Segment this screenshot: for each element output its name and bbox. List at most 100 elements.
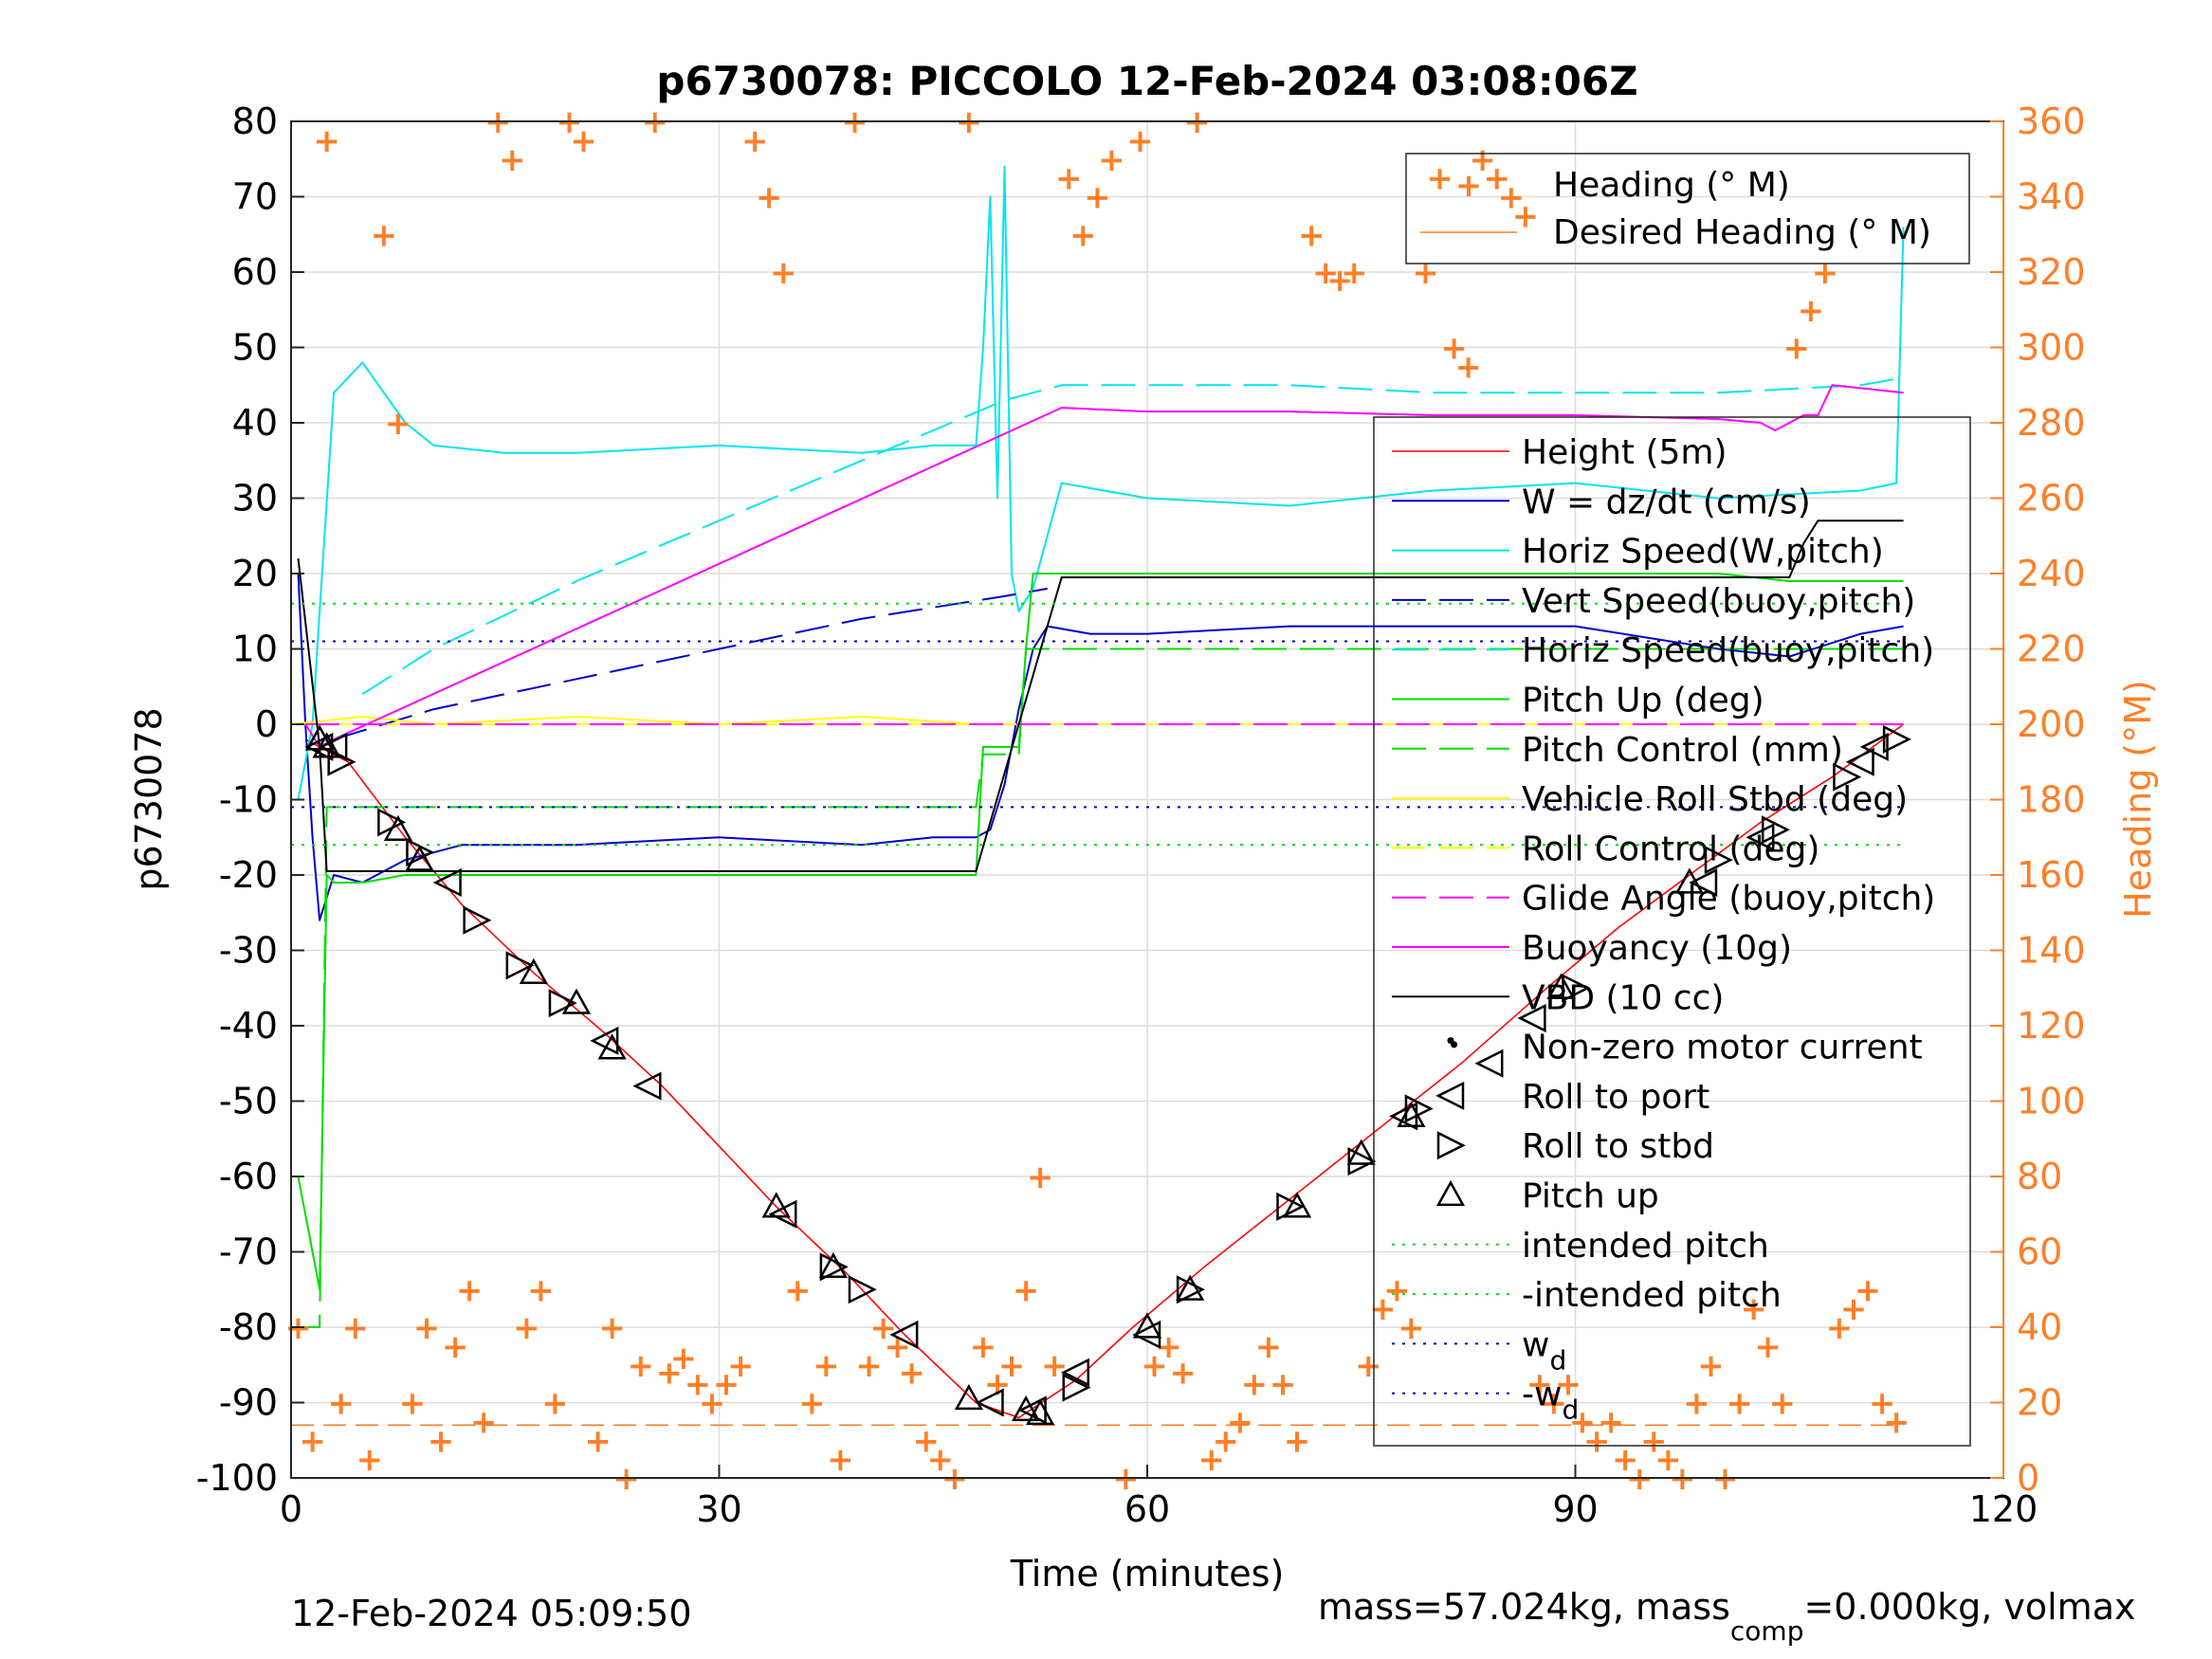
roll-port-marker bbox=[1689, 867, 1718, 897]
y-tick-label: -20 bbox=[219, 854, 278, 896]
heading-point: + bbox=[1398, 1309, 1425, 1347]
series-pitch-up-deg bbox=[297, 573, 1904, 1291]
y-tick-label: -100 bbox=[196, 1457, 278, 1499]
legend-label-main: w bbox=[1522, 1325, 1549, 1364]
heading-point: + bbox=[1812, 254, 1839, 292]
heading-point: + bbox=[1241, 1366, 1269, 1404]
heading-point: + bbox=[1697, 1347, 1725, 1385]
heading-point: + bbox=[998, 1347, 1026, 1385]
heading-point: + bbox=[1541, 1385, 1568, 1423]
roll-stbd-marker bbox=[1882, 724, 1911, 754]
y2-tick-label: 240 bbox=[2017, 553, 2086, 594]
heading-point: + bbox=[670, 1340, 698, 1377]
heading-point: + bbox=[442, 1328, 469, 1366]
y-tick-label: 50 bbox=[232, 327, 278, 369]
pitch-up-marker bbox=[312, 732, 341, 758]
roll-stbd-marker bbox=[1276, 1192, 1306, 1221]
legend-marker bbox=[1435, 1179, 1466, 1207]
y2-tick-label: 320 bbox=[2017, 251, 2086, 293]
legend-box bbox=[1405, 153, 1970, 264]
legend-marker bbox=[1436, 1131, 1466, 1160]
series-horiz-speed-w-pitch bbox=[297, 165, 1905, 800]
heading-point: + bbox=[1512, 197, 1540, 235]
pitch-up-marker bbox=[1397, 1101, 1426, 1128]
roll-stbd-marker bbox=[1704, 846, 1733, 875]
heading-point: + bbox=[1768, 1385, 1796, 1423]
heading-point: + bbox=[1312, 254, 1340, 292]
pitch-up-marker bbox=[561, 988, 592, 1014]
heading-point: + bbox=[1612, 1441, 1639, 1479]
x-tick-label: 60 bbox=[1124, 1488, 1170, 1530]
heading-point: + bbox=[1197, 1441, 1225, 1479]
legend-label-roll-to-stbd: Roll to stbd bbox=[1522, 1127, 1714, 1166]
heading-point: + bbox=[898, 1355, 925, 1393]
legend-heading-marker: + bbox=[1455, 167, 1483, 205]
series-vbd-10-cc bbox=[297, 520, 1904, 872]
heading-point: + bbox=[970, 1328, 997, 1366]
y-tick-label: -50 bbox=[219, 1081, 278, 1122]
y-tick-label: 0 bbox=[255, 703, 278, 745]
y2-tick-label: 140 bbox=[2017, 930, 2086, 972]
roll-port-marker bbox=[432, 867, 462, 897]
y-axis-label: p6730078 bbox=[128, 707, 170, 890]
heading-point: + bbox=[1454, 348, 1482, 386]
heading-point: + bbox=[1740, 1290, 1767, 1328]
y-tick-label: -10 bbox=[219, 779, 278, 821]
heading-point: + bbox=[713, 1366, 740, 1404]
legend-label-horiz-speed-buoy-pitch: Horiz Speed(buoy,pitch) bbox=[1522, 631, 1934, 670]
heading-point: + bbox=[1640, 1422, 1668, 1460]
heading-point: + bbox=[855, 1347, 883, 1385]
y2-tick-label: 0 bbox=[2017, 1457, 2039, 1499]
series-vert-speed-buoy-pitch bbox=[333, 587, 1048, 740]
heading-point: + bbox=[428, 1422, 455, 1460]
heading-point: + bbox=[570, 122, 597, 160]
footer-mass-label: mass=57.024kg, mass bbox=[1318, 1586, 1730, 1628]
heading-point: + bbox=[927, 1441, 955, 1479]
y2-tick-label: 280 bbox=[2017, 402, 2086, 444]
roll-port-marker bbox=[1845, 747, 1874, 776]
heading-point: + bbox=[813, 1347, 840, 1385]
y2-tick-label: 340 bbox=[2017, 176, 2086, 218]
legend-label-heading-m: Heading (° M) bbox=[1553, 166, 1790, 205]
x-tick-label: 90 bbox=[1552, 1488, 1598, 1530]
heading-point: + bbox=[1569, 1403, 1597, 1441]
heading-point: + bbox=[1412, 254, 1439, 292]
legend-label-roll-control-deg: Roll Control (deg) bbox=[1522, 830, 1819, 868]
y-tick-label: 30 bbox=[232, 478, 278, 520]
heading-point: + bbox=[1126, 122, 1154, 160]
roll-port-marker bbox=[1060, 1358, 1089, 1387]
heading-point: + bbox=[1469, 141, 1496, 179]
roll-stbd-marker bbox=[463, 905, 492, 935]
legend-label-buoyancy-10g: Buoyancy (10g) bbox=[1522, 929, 1792, 968]
heading-point: + bbox=[1783, 330, 1811, 368]
y-tick-label: -80 bbox=[219, 1306, 278, 1348]
series-pitch-control-mm bbox=[298, 647, 1904, 1328]
heading-point: + bbox=[884, 1328, 911, 1366]
heading-point: + bbox=[627, 1347, 654, 1385]
heading-point: + bbox=[1141, 1347, 1168, 1385]
heading-point: + bbox=[1383, 1271, 1411, 1309]
legend-label-horiz-speed-w-pitch: Horiz Speed(W,pitch) bbox=[1522, 533, 1884, 572]
x-tick-label: 120 bbox=[1969, 1488, 2038, 1530]
x-tick-label: 0 bbox=[280, 1488, 302, 1530]
heading-point: + bbox=[1213, 1422, 1240, 1460]
heading-point: + bbox=[371, 216, 398, 254]
roll-stbd-marker bbox=[848, 1275, 877, 1304]
heading-point: + bbox=[741, 122, 769, 160]
heading-point: + bbox=[1255, 1328, 1283, 1366]
heading-point: + bbox=[470, 1403, 498, 1441]
y2-tick-label: 120 bbox=[2017, 1005, 2086, 1047]
heading-point: + bbox=[1798, 292, 1825, 330]
heading-point: + bbox=[299, 1422, 326, 1460]
roll-stbd-marker bbox=[505, 951, 535, 980]
legend-label-non-zero-motor-current: Non-zero motor current bbox=[1522, 1029, 1923, 1067]
y2-tick-label: 260 bbox=[2017, 478, 2086, 520]
legend-label-main: -w bbox=[1522, 1376, 1562, 1414]
legend-marker bbox=[1435, 1081, 1465, 1110]
heading-point: + bbox=[727, 1347, 755, 1385]
heading-point: + bbox=[1883, 1403, 1910, 1441]
pitch-up-marker bbox=[1282, 1192, 1312, 1218]
heading-point: + bbox=[499, 141, 526, 179]
heading-point: + bbox=[1284, 1422, 1311, 1460]
legend-motor-marker bbox=[1447, 1037, 1454, 1045]
